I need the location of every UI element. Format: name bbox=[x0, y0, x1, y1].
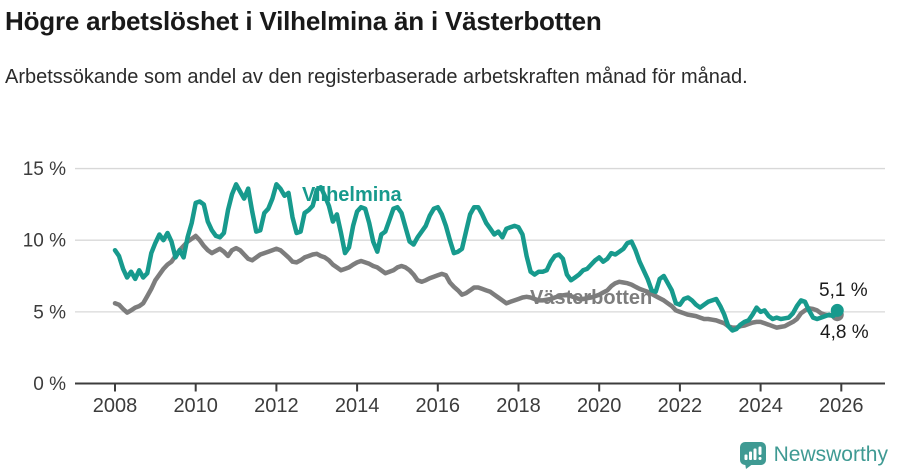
series-line-västerbotten bbox=[112, 233, 840, 330]
x-tick-label: 2014 bbox=[335, 395, 380, 417]
x-tick-label: 2024 bbox=[738, 395, 783, 417]
series-line-vilhelmina bbox=[112, 182, 840, 333]
x-tick-label: 2020 bbox=[577, 395, 622, 417]
newsworthy-brand-text: Newsworthy bbox=[773, 443, 888, 466]
end-value-label-vasterbotten: 4,8 % bbox=[820, 322, 869, 343]
y-tick-label: 10 % bbox=[23, 231, 66, 252]
newsworthy-logo-icon bbox=[739, 442, 766, 469]
page-subtitle: Arbetssökande som andel av den registerb… bbox=[5, 66, 748, 88]
series-label-vasterbotten: Västerbotten bbox=[530, 287, 653, 309]
x-tick-label: 2016 bbox=[416, 395, 461, 417]
y-tick-label: 5 % bbox=[33, 302, 66, 323]
series-label-vilhelmina: Vilhelmina bbox=[302, 184, 402, 206]
x-tick-label: 2010 bbox=[173, 395, 218, 417]
x-tick-label: 2012 bbox=[254, 395, 299, 417]
y-tick-label: 0 % bbox=[33, 374, 66, 395]
x-tick-label: 2018 bbox=[496, 395, 541, 417]
x-tick-label: 2022 bbox=[658, 395, 703, 417]
end-value-label-vilhelmina: 5,1 % bbox=[819, 280, 868, 301]
y-tick-label: 15 % bbox=[23, 159, 66, 180]
x-tick-label: 2008 bbox=[93, 395, 138, 417]
series-end-dot-vilhelmina bbox=[830, 303, 844, 317]
page-title: Högre arbetslöshet i Vilhelmina än i Väs… bbox=[5, 6, 602, 36]
newsworthy-brand[interactable]: Newsworthy bbox=[739, 441, 888, 469]
x-tick-label: 2026 bbox=[819, 395, 864, 417]
